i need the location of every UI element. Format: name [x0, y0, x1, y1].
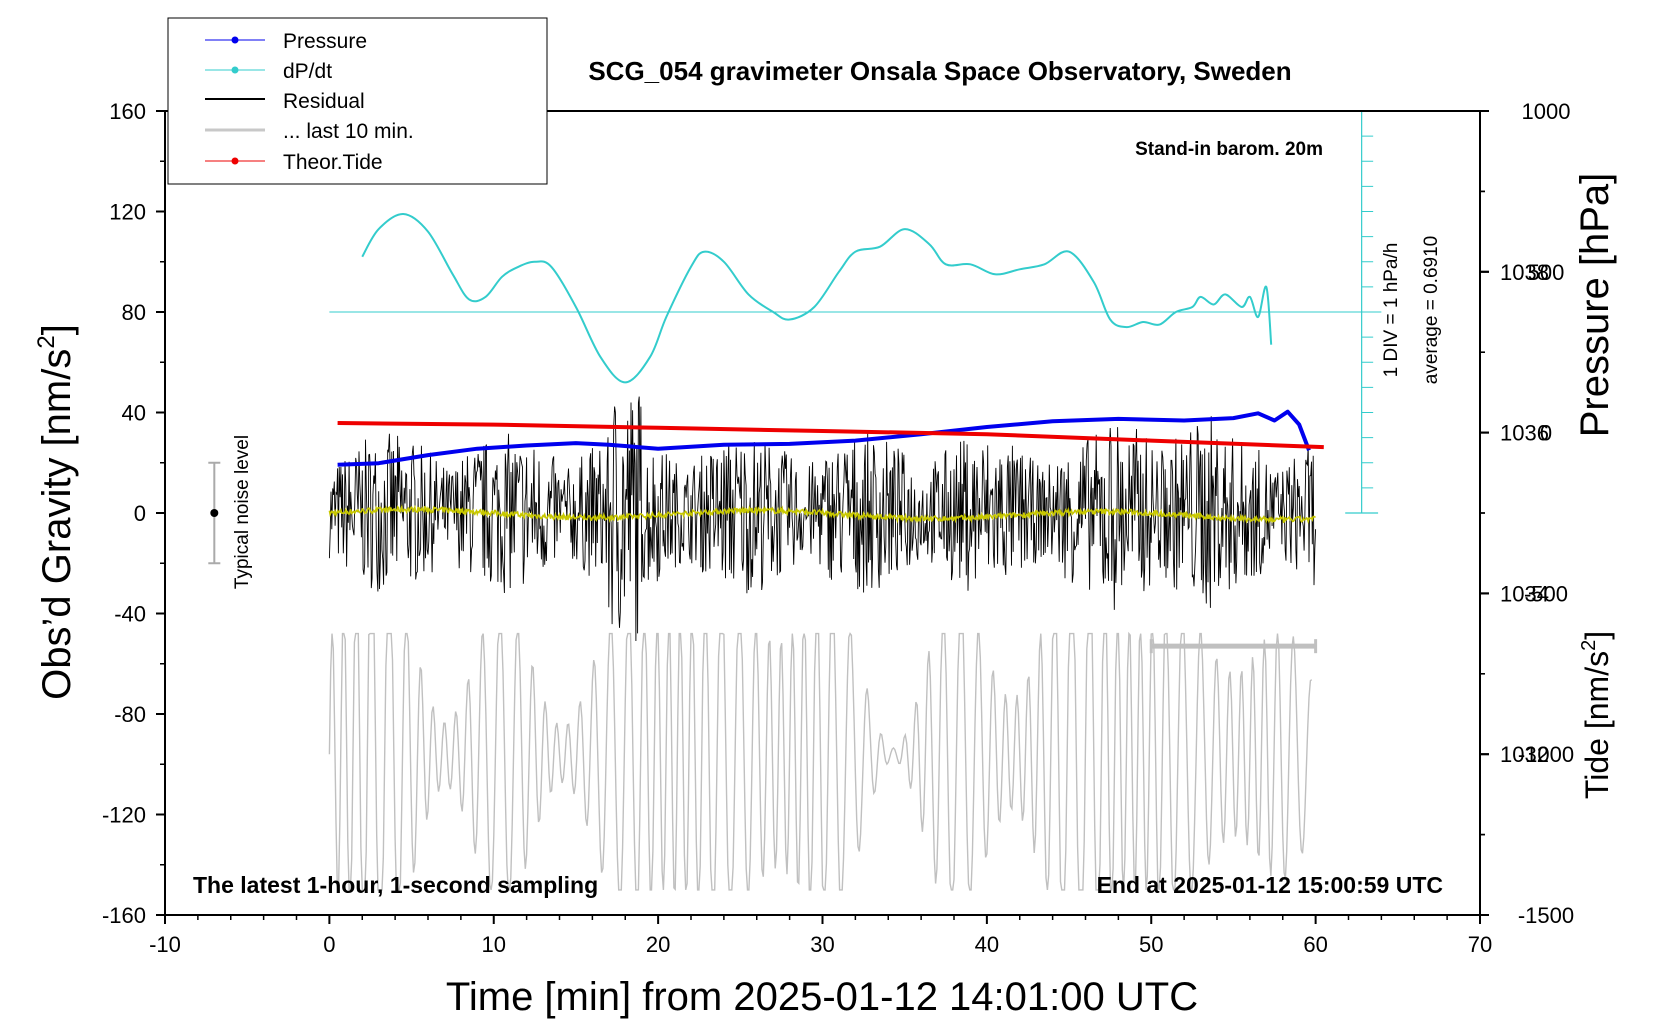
- pressure-tick-label: 1032: [1500, 742, 1549, 767]
- legend: Pressure dP/dt Residual ... last 10 min.…: [167, 17, 548, 185]
- y-tick-label: 120: [109, 200, 146, 225]
- y-tick-label: 40: [122, 401, 146, 426]
- x-tick-label: -10: [149, 932, 181, 957]
- y-tick-label: 0: [134, 501, 146, 526]
- residual-line: [328, 396, 1317, 642]
- residual-mean-line: [328, 504, 1316, 525]
- residual-layer: [208, 396, 1317, 642]
- y-axis-title-left: Obs’d Gravity [nm/s2]: [33, 324, 79, 700]
- y-tick-label: 80: [122, 300, 146, 325]
- y-tick-label: -40: [114, 602, 146, 627]
- legend-label-dpdt: dP/dt: [283, 60, 332, 83]
- dpdt-layer: [329, 111, 1382, 514]
- x-tick-label: 50: [1139, 932, 1163, 957]
- tide-tick-label: -1500: [1518, 903, 1574, 928]
- legend-label-residual: Residual: [283, 90, 365, 113]
- legend-label-last10: ... last 10 min.: [283, 120, 414, 143]
- x-tick-label: 10: [482, 932, 506, 957]
- y-axis-title-tide-base: Tide [nm/s: [1579, 651, 1615, 799]
- y-tick-label: -80: [114, 702, 146, 727]
- tide-layer: [337, 421, 1324, 450]
- legend-dot-dpdt: [231, 66, 239, 74]
- legend-dot-pressure: [231, 36, 239, 44]
- y-axis-title-tide-close: ]: [1579, 631, 1615, 640]
- x-tick-label: 70: [1468, 932, 1492, 957]
- frame-layer: -10 0 10 20 30 40 50 60 70 160 120 80 40 0 -40 -80 -120 -…: [102, 99, 1574, 957]
- pressure-tick-label: 1038: [1500, 260, 1549, 285]
- tide-tick-label: 0: [1540, 421, 1552, 446]
- x-tick-label: 20: [646, 932, 670, 957]
- chart-title: SCG_054 gravimeter Onsala Space Observat…: [588, 56, 1291, 86]
- x-tick-label: 0: [323, 932, 335, 957]
- pressure-line: [337, 409, 1311, 467]
- tide-tick-label: -1000: [1518, 742, 1574, 767]
- legend-dot-tide: [231, 157, 239, 165]
- legend-label-tide: Theor.Tide: [283, 151, 383, 174]
- y-tick-label: -160: [102, 903, 146, 928]
- tide-line: [337, 421, 1324, 450]
- legend-label-pressure: Pressure: [283, 30, 367, 53]
- dpdt-line: [361, 212, 1273, 384]
- x-tick-label: 60: [1303, 932, 1327, 957]
- noise-level-label: Typical noise level: [232, 435, 253, 589]
- last-10-min-trace: [328, 631, 1313, 892]
- y-tick-label: -120: [102, 803, 146, 828]
- annotation-bottom-right: End at 2025-01-12 15:00:59 UTC: [1097, 872, 1443, 898]
- annotation-bottom-left: The latest 1-hour, 1-second sampling: [193, 872, 598, 898]
- annotation-top-right: Stand-in barom. 20m: [1135, 139, 1323, 160]
- x-tick-label: 30: [810, 932, 834, 957]
- x-axis-title: Time [min] from 2025-01-12 14:01:00 UTC: [446, 975, 1198, 1019]
- x-tick-label: 40: [975, 932, 999, 957]
- y-axis-title-left-close: ]: [35, 324, 79, 335]
- pressure-tick-label: 1036: [1500, 421, 1549, 446]
- pressure-layer: [337, 409, 1311, 467]
- tide-tick-label: 1000: [1522, 99, 1571, 124]
- pressure-tick-label: 1034: [1500, 581, 1549, 606]
- y-axis-title-tide: Tide [nm/s2]: [1578, 631, 1615, 799]
- y-axis-title-pressure: Pressure [hPa]: [1573, 173, 1617, 438]
- legend-box: [167, 17, 548, 185]
- div-scale-label: 1 DIV = 1 hPa/h: [1381, 243, 1402, 378]
- y-axis-title-left-sup: 2: [33, 335, 60, 348]
- gray-trace-layer: [328, 631, 1318, 892]
- tide-tick-label: -500: [1524, 581, 1568, 606]
- average-label: average = 0.6910: [1421, 236, 1442, 384]
- y-axis-title-tide-sup: 2: [1578, 640, 1600, 651]
- tide-tick-label: 500: [1528, 260, 1565, 285]
- y-axis-title-left-base: Obs’d Gravity [nm/s: [35, 349, 79, 700]
- y-tick-label: 160: [109, 99, 146, 124]
- noise-bar-dot: [210, 509, 219, 517]
